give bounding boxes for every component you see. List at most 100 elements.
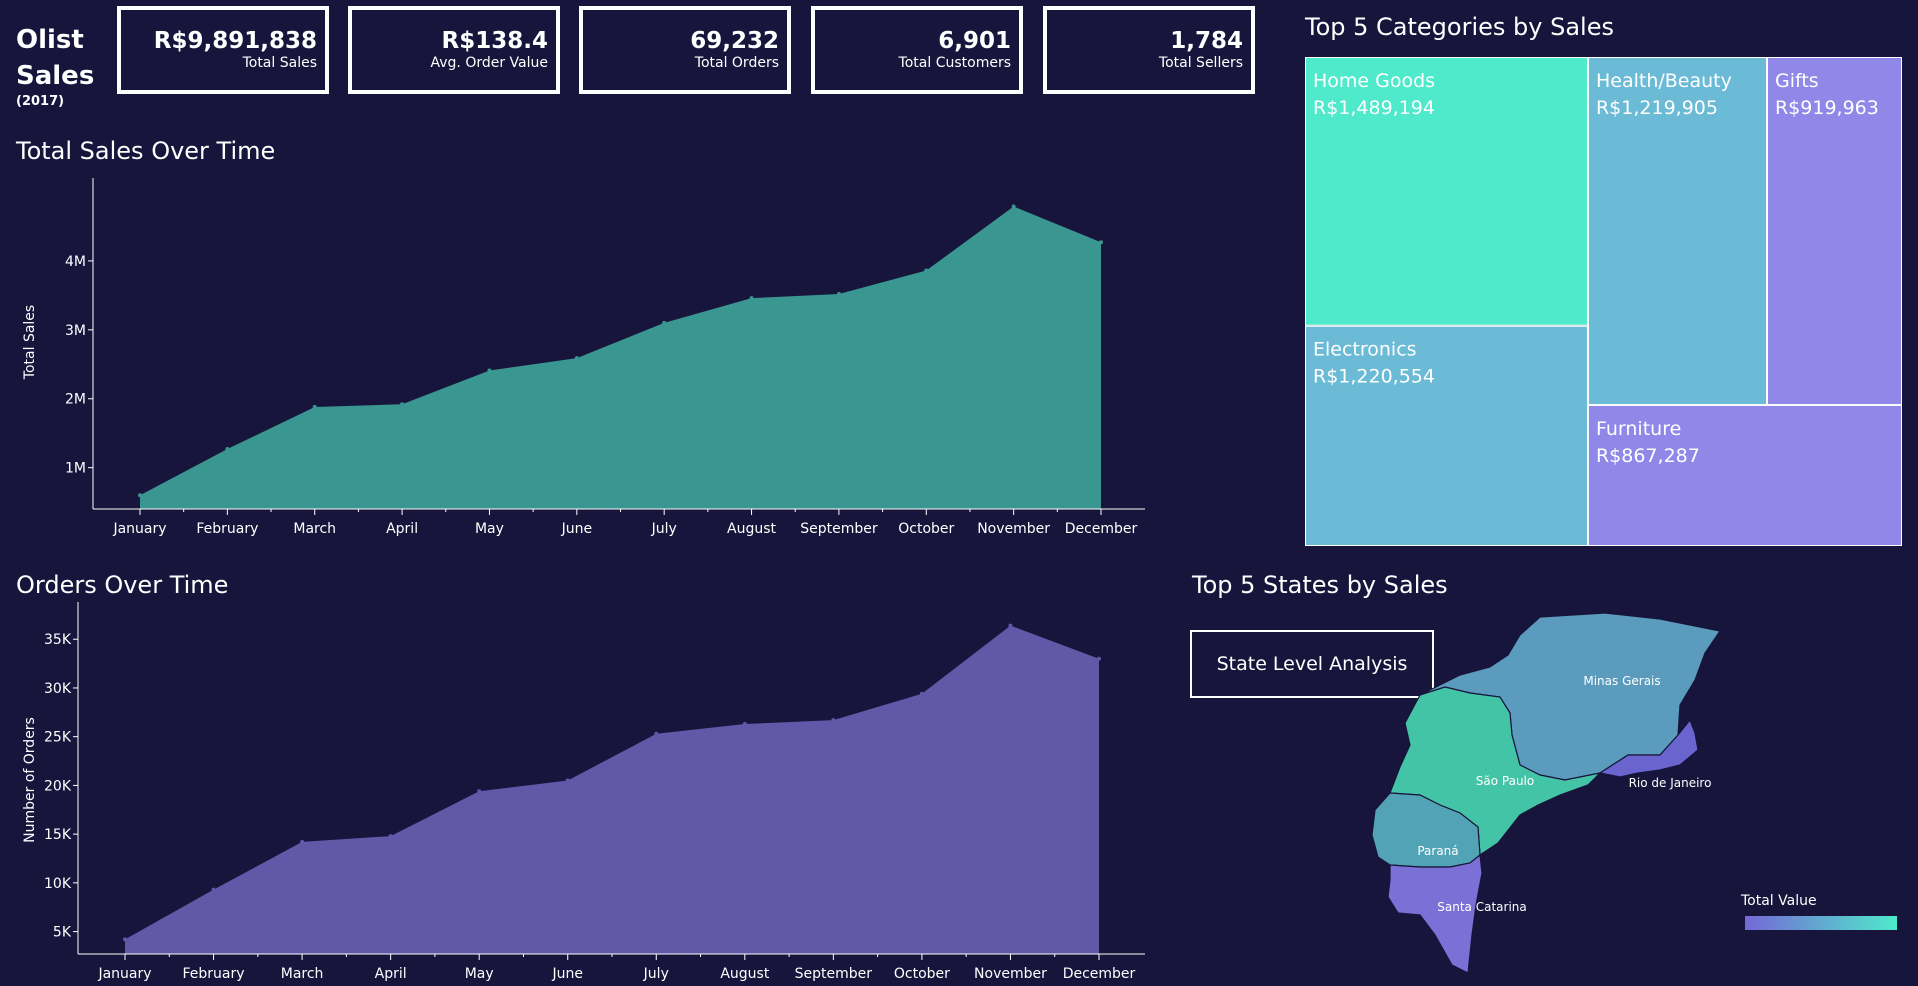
x-tick-label: September [800,521,878,537]
x-tick-label: July [643,966,669,982]
x-tick-label: October [898,521,954,537]
data-point [919,691,924,696]
x-tick-label: August [727,521,777,537]
data-point [400,402,405,407]
x-tick-label: February [196,521,258,537]
categories-treemap: Home Goods R$1,489,194 Electronics R$1,220,… [1305,57,1902,546]
data-point [836,291,841,296]
treemap-rect [1587,404,1902,546]
x-tick-label: December [1063,966,1136,982]
data-point [924,268,929,273]
treemap-category-value: R$1,489,194 [1313,97,1435,119]
brand-line-1: Olist [16,25,84,55]
data-point [477,789,482,794]
y-tick-label: 1M [65,461,86,477]
map-label-santa-catarina: Santa Catarina [1437,900,1526,914]
treemap-category-name: Gifts [1775,70,1819,92]
data-point [662,320,667,325]
y-tick-label: 30K [44,681,72,697]
y-tick-label: 20K [44,778,72,794]
treemap-category-value: R$867,287 [1596,445,1700,467]
y-tick-label: 2M [65,392,86,408]
brand-line-2: Sales [16,61,95,91]
orders-over-time-chart: 5K 10K 15K 20K 25K 30K 35K January February March… [22,602,1145,982]
x-tick-label: April [375,966,407,982]
y-tick-label: 3M [65,323,86,339]
data-point [565,778,570,783]
x-tick-label: April [386,521,418,537]
data-point [831,718,836,723]
kpi-label: Total Orders [694,55,779,71]
data-point [388,834,393,839]
data-point [749,296,754,301]
treemap-category-value: R$1,219,905 [1596,97,1718,119]
area-series [140,206,1101,509]
x-tick-label: March [281,966,324,982]
x-tick-label: October [894,966,950,982]
x-tick-label: March [293,521,336,537]
treemap-title: Top 5 Categories by Sales [1305,13,1614,41]
kpi-value: R$9,891,838 [153,28,317,54]
x-tick-label: February [183,966,245,982]
x-tick-label: May [475,521,504,537]
x-tick-label: November [977,521,1050,537]
map-label-parana: Paraná [1417,844,1458,858]
treemap-rect [1766,57,1902,405]
kpi-value: R$138.4 [441,28,548,54]
data-point [1099,240,1103,245]
data-point [138,493,142,498]
x-tick-label: December [1065,521,1138,537]
area-series [125,625,1099,954]
x-tick-label: May [465,966,494,982]
state-level-analysis-button[interactable]: State Level Analysis [1190,630,1434,698]
sales-chart-title: Total Sales Over Time [16,137,276,165]
data-point [742,722,747,727]
data-point [211,887,216,892]
kpi-label: Total Sellers [1158,55,1243,71]
x-tick-label: June [561,521,593,537]
map-label-sao-paulo: São Paulo [1476,774,1534,788]
brand-title: Olist Sales (2017) [16,22,94,110]
kpi-value: 6,901 [938,28,1011,54]
treemap-cell: Home Goods R$1,489,194 [1305,57,1588,326]
kpi-total-orders: 69,232 Total Orders [579,6,791,94]
data-point [654,731,659,736]
kpi-total-sellers: 1,784 Total Sellers [1043,6,1255,94]
map-legend-title: Total Value [1741,893,1817,909]
brand-year: (2017) [16,94,65,109]
x-tick-label: January [97,966,151,982]
data-point [1008,623,1013,628]
y-tick-label: 35K [44,632,72,648]
map-legend-gradient [1745,916,1897,930]
y-tick-label: 4M [65,254,86,270]
x-tick-label: January [112,521,166,537]
orders-chart-title: Orders Over Time [16,571,229,599]
state-santa-catarina[interactable] [1387,853,1483,974]
data-point [1011,204,1016,209]
data-point [574,356,579,361]
y-tick-label: 10K [44,876,72,892]
treemap-category-name: Home Goods [1313,70,1435,92]
map-label-minas-gerais: Minas Gerais [1583,674,1660,688]
x-tick-label: June [551,966,583,982]
kpi-label: Avg. Order Value [430,55,548,71]
map-title: Top 5 States by Sales [1192,571,1448,599]
kpi-total-sales: R$9,891,838 Total Sales [117,6,329,94]
x-tick-label: July [651,521,677,537]
x-tick-label: November [974,966,1047,982]
treemap-cell: Health/Beauty R$1,219,905 [1587,57,1767,405]
data-point [123,937,127,942]
x-tick-label: August [720,966,770,982]
kpi-label: Total Sales [242,55,317,71]
data-point [225,447,230,452]
y-tick-label: 25K [44,730,72,746]
y-tick-label: 15K [44,827,72,843]
kpi-label: Total Customers [898,55,1011,71]
kpi-total-customers: 6,901 Total Customers [811,6,1023,94]
state-rio-de-janeiro[interactable] [1598,718,1699,778]
treemap-category-name: Electronics [1313,339,1417,361]
treemap-cell: Furniture R$867,287 [1587,404,1902,546]
y-axis-label: Number of Orders [22,717,38,843]
treemap-rect [1587,57,1767,405]
data-point [300,839,305,844]
